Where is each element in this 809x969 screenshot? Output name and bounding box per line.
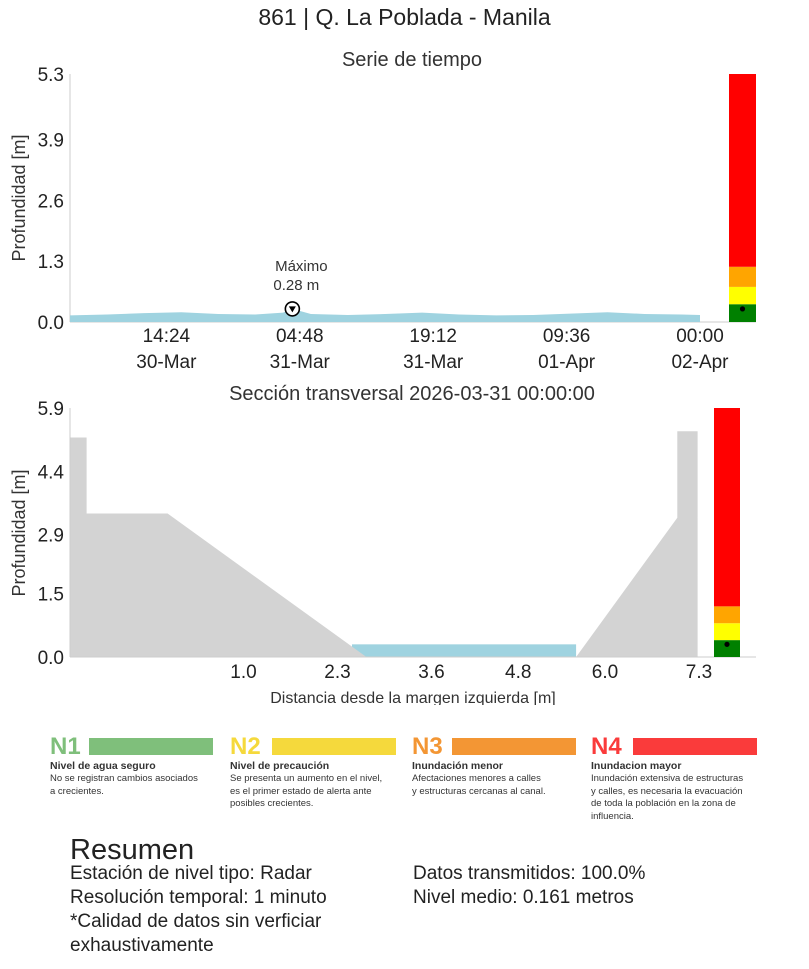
legend-name: Inundación menor xyxy=(412,760,504,772)
y-axis-label: Profundidad [m] xyxy=(9,469,29,596)
level-bar-n3 xyxy=(714,606,740,624)
y-tick-label: 0.0 xyxy=(38,313,64,334)
chart-title: Sección transversal 2026-03-31 00:00:00 xyxy=(229,383,595,405)
y-tick-label: 5.3 xyxy=(38,65,64,86)
legend-desc: Afectaciones menores a calles y estructu… xyxy=(412,773,578,798)
legend-desc-line: a crecientes. xyxy=(50,785,104,797)
x-tick-label: 6.0 xyxy=(592,662,618,683)
y-axis-label: Profundidad [m] xyxy=(9,134,29,261)
current-level-dot xyxy=(724,641,730,647)
page-title: 861 | Q. La Poblada - Manila xyxy=(258,4,551,30)
summary-line: Estación de nivel tipo: Radar xyxy=(70,863,312,884)
x-tick-date-label: 02-Apr xyxy=(671,352,729,373)
legend-color-bar xyxy=(272,738,396,755)
x-tick-label: 04:48 xyxy=(276,326,324,347)
y-tick-label: 1.5 xyxy=(38,585,64,606)
level-bar-n1 xyxy=(729,304,756,322)
legend-code: N1 xyxy=(50,733,81,760)
summary-line: exhaustivamente xyxy=(70,935,214,956)
legend-desc-line: es el primer estado de alerta ante xyxy=(230,785,372,797)
summary-line: Datos transmitidos: 100.0% xyxy=(413,863,646,884)
x-tick-label: 09:36 xyxy=(543,326,591,347)
summary-line: Nivel medio: 0.161 metros xyxy=(413,887,634,908)
depth-area-series xyxy=(70,308,700,322)
time-series-chart: Serie de tiempo 0.0 1.3 2.6 3.9 5.3 Profundida… xyxy=(9,49,756,373)
legend-desc-line: posibles crecientes. xyxy=(230,798,314,809)
level-legend: N1 Nivel de agua seguro No se registran … xyxy=(0,735,809,835)
max-marker-arrow xyxy=(288,306,296,313)
y-tick-label: 2.6 xyxy=(38,191,64,212)
summary-line: Resolución temporal: 1 minuto xyxy=(70,887,327,908)
x-tick-date-label: 31-Mar xyxy=(403,352,464,373)
legend-desc: No se registran cambios asociados a crec… xyxy=(50,773,215,798)
max-value-label: 0.28 m xyxy=(273,277,319,294)
level-bar-n3 xyxy=(729,266,756,287)
legend-desc: Se presenta un aumento en el nivel, es e… xyxy=(230,773,398,811)
x-axis-label: Distancia desde la margen izquierda [m] xyxy=(270,690,555,705)
x-tick-label: 7.3 xyxy=(686,662,712,683)
legend-desc-line: Se presenta un aumento en el nivel, xyxy=(230,773,383,784)
legend-desc-line: y calles, es necesaria la evacuación xyxy=(591,785,743,797)
summary-left: Estación de nivel tipo: Radar Resolución… xyxy=(70,862,327,958)
legend-desc-line: y estructuras cercanas al canal. xyxy=(412,785,546,797)
summary-line: *Calidad de datos sin verficiar xyxy=(70,911,322,932)
x-tick-label: 19:12 xyxy=(409,326,457,347)
legend-name: Nivel de precaución xyxy=(230,760,330,772)
x-tick-label: 3.6 xyxy=(418,662,444,683)
x-tick-date-label: 30-Mar xyxy=(136,352,197,373)
current-level-dot xyxy=(739,306,746,312)
water-area xyxy=(351,644,577,657)
x-tick-label: 1.0 xyxy=(230,662,256,683)
x-tick-label: 00:00 xyxy=(676,326,724,347)
max-label: Máximo xyxy=(275,258,328,275)
legend-code: N2 xyxy=(230,733,261,760)
legend-code: N3 xyxy=(412,733,443,760)
cross-section-chart: Sección transversal 2026-03-31 00:00:00 0… xyxy=(9,383,756,705)
x-tick-label: 4.8 xyxy=(505,662,531,683)
level-bar-n4 xyxy=(714,408,740,607)
legend-item-n3: N3 Inundación menor Afectaciones menores… xyxy=(412,735,578,798)
terrain-profile xyxy=(70,431,698,657)
legend-name: Nivel de agua seguro xyxy=(50,760,156,772)
level-bar-n2 xyxy=(714,623,740,641)
legend-desc: Inundación extensiva de estructuras y ca… xyxy=(591,773,759,823)
legend-color-bar xyxy=(633,738,757,755)
legend-desc-line: de toda la población en la zona de xyxy=(591,798,736,809)
y-tick-label: 5.9 xyxy=(38,399,64,420)
level-bar-n1 xyxy=(714,640,740,657)
legend-color-bar xyxy=(452,738,576,755)
x-tick-date-label: 31-Mar xyxy=(270,352,331,373)
legend-item-n1: N1 Nivel de agua seguro No se registran … xyxy=(50,735,215,798)
x-tick-date-label: 01-Apr xyxy=(538,352,596,373)
y-tick-label: 2.9 xyxy=(38,526,64,547)
legend-desc-line: Afectaciones menores a calles xyxy=(412,773,541,784)
y-tick-label: 4.4 xyxy=(38,462,65,483)
summary-section: Resumen Estación de nivel tipo: Radar Re… xyxy=(70,834,770,956)
chart-title: Serie de tiempo xyxy=(342,49,482,71)
legend-desc-line: Inundación extensiva de estructuras xyxy=(591,773,744,784)
y-tick-label: 0.0 xyxy=(38,648,64,669)
legend-desc-line: influencia. xyxy=(591,810,634,822)
legend-desc-line: No se registran cambios asociados xyxy=(50,773,198,784)
level-bar-n2 xyxy=(729,286,756,305)
legend-color-bar xyxy=(89,738,213,755)
x-tick-label: 14:24 xyxy=(143,326,191,347)
legend-item-n4: N4 Inundacion mayor Inundación extensiva… xyxy=(591,735,759,823)
y-tick-label: 1.3 xyxy=(38,252,64,273)
legend-code: N4 xyxy=(591,733,622,760)
legend-name: Inundacion mayor xyxy=(591,760,682,772)
level-bar-n4 xyxy=(729,74,756,267)
summary-right: Datos transmitidos: 100.0% Nivel medio: … xyxy=(413,862,645,910)
y-tick-label: 3.9 xyxy=(38,131,64,152)
summary-title: Resumen xyxy=(70,834,195,866)
x-tick-label: 2.3 xyxy=(324,662,350,683)
legend-item-n2: N2 Nivel de precaución Se presenta un au… xyxy=(230,735,398,811)
